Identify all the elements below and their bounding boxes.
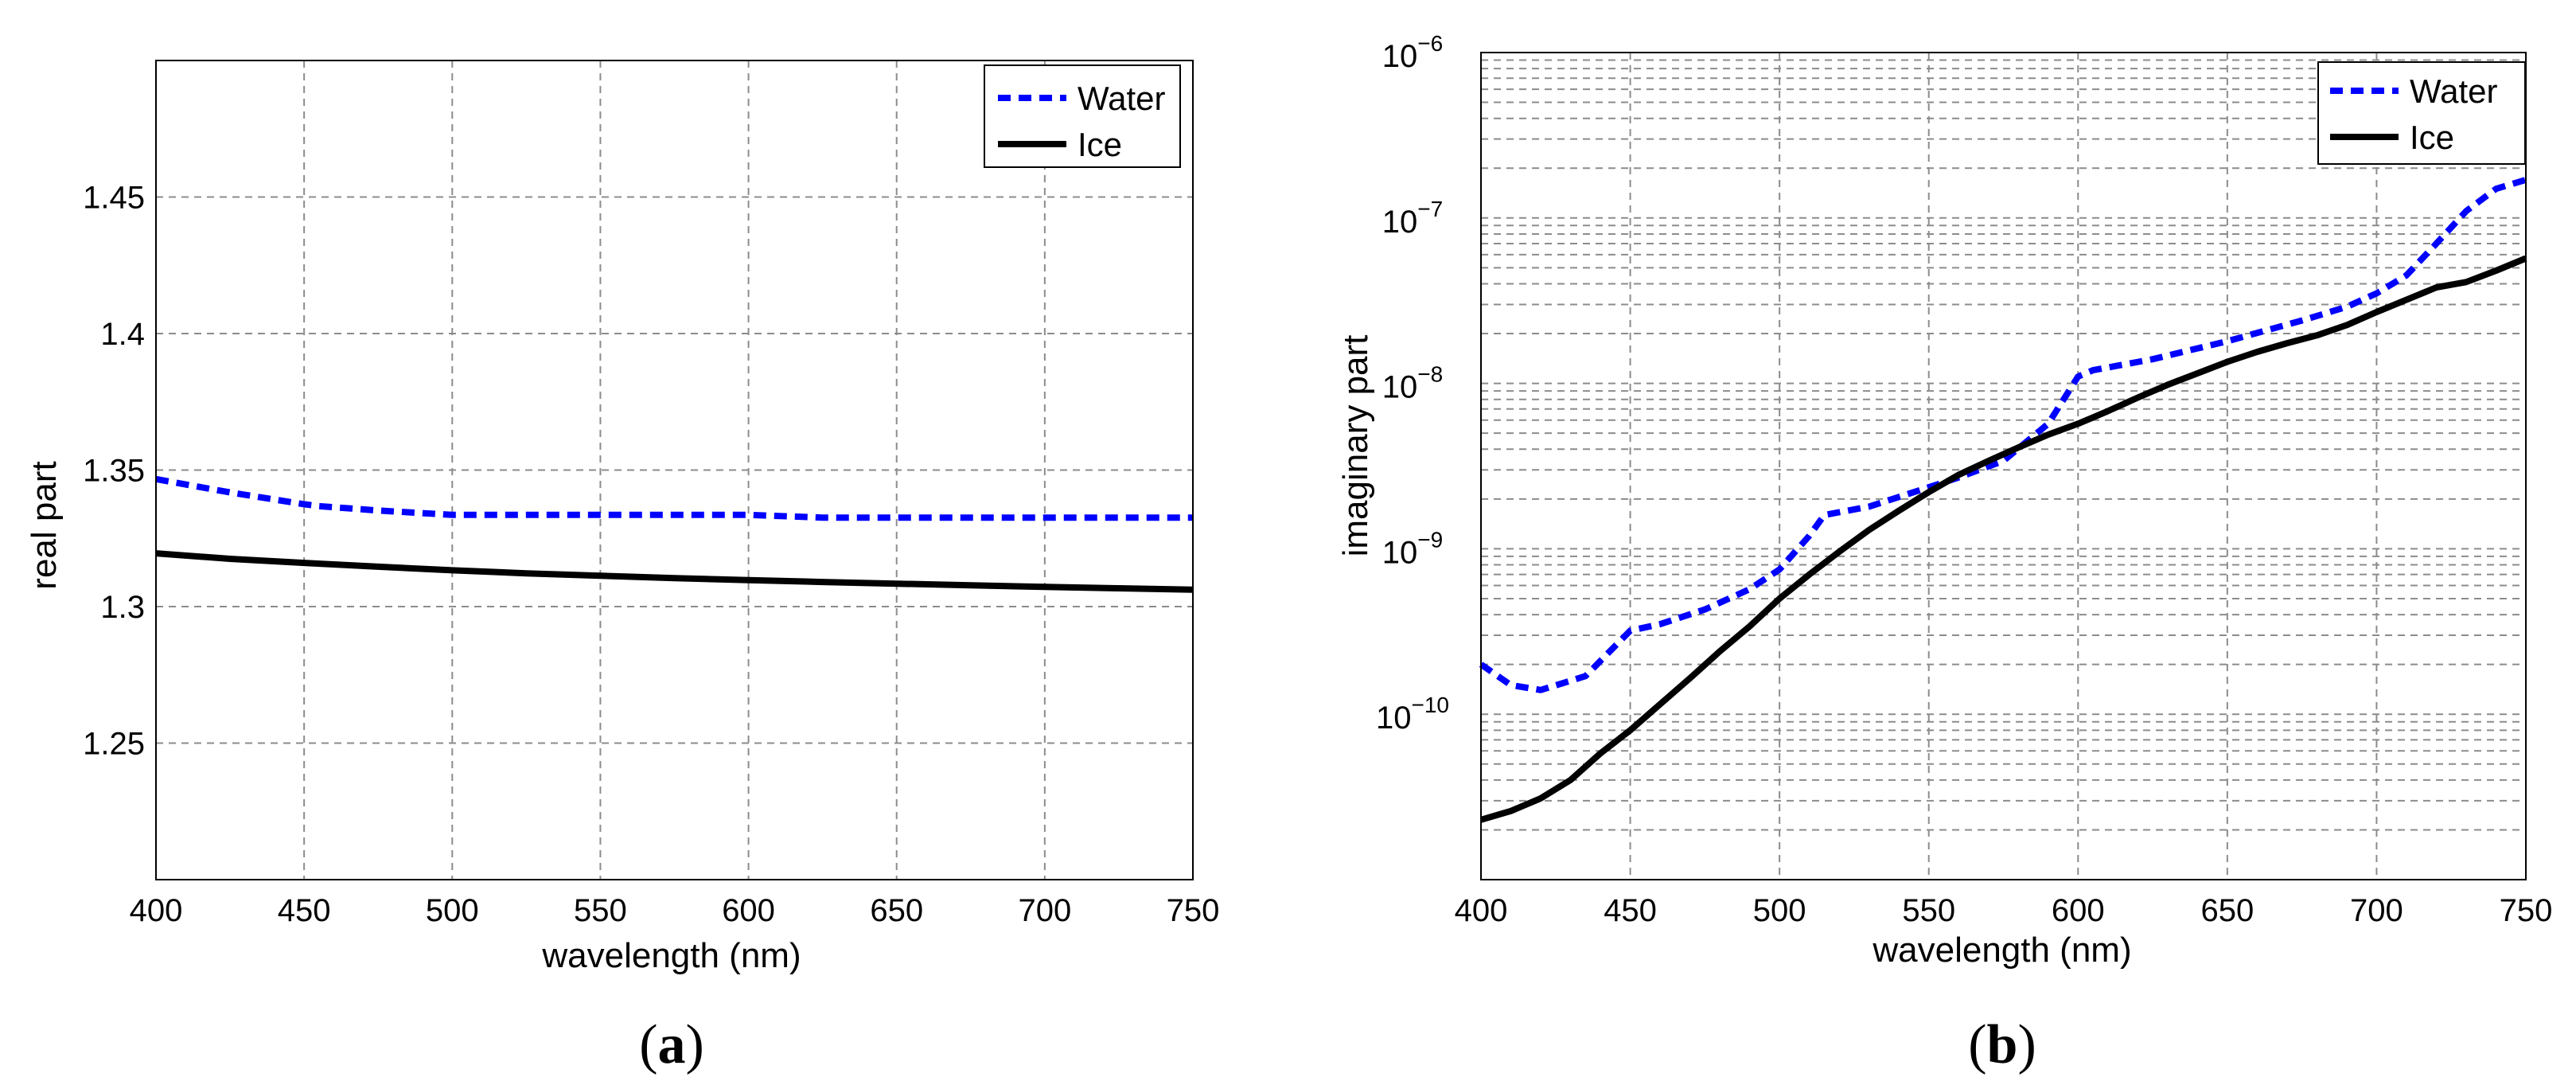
x-tick-label: 500 bbox=[426, 893, 479, 928]
series-ice-line bbox=[1479, 255, 2527, 823]
panel-b-legend-box bbox=[2317, 61, 2526, 165]
panel-a-x-axis-label: wavelength (nm) bbox=[541, 936, 801, 975]
y-tick-label: 10−6 bbox=[1382, 31, 1443, 74]
x-tick-label: 650 bbox=[870, 893, 923, 928]
panel-a-y-tick-labels: 1.25 1.3 1.35 1.4 1.45 bbox=[83, 181, 145, 762]
x-tick-label: 400 bbox=[130, 893, 183, 928]
panel-b-plot-frame bbox=[1480, 52, 2527, 880]
x-tick-label: 750 bbox=[1167, 893, 1220, 928]
panel-b-caption: (b) bbox=[1968, 1014, 2036, 1075]
panel-a-plot-frame bbox=[155, 60, 1194, 880]
x-tick-label: 550 bbox=[574, 893, 627, 928]
x-tick-label: 450 bbox=[278, 893, 331, 928]
panel-a-caption: (a) bbox=[639, 1014, 704, 1075]
panel-b-x-tick-labels: 400 450 500 550 600 650 700 750 bbox=[1455, 893, 2553, 928]
y-tick-label: 10−7 bbox=[1382, 197, 1443, 240]
panel-a-legend: Water Ice bbox=[984, 64, 1181, 168]
x-tick-label: 600 bbox=[2052, 893, 2105, 928]
y-tick-label: 10−10 bbox=[1376, 693, 1449, 736]
y-tick-label: 1.45 bbox=[83, 181, 145, 216]
panel-a-series-lines bbox=[155, 475, 1194, 593]
legend-water-label: Water bbox=[2410, 72, 2497, 110]
panel-a-legend-box bbox=[984, 64, 1181, 168]
x-tick-label: 700 bbox=[1018, 893, 1071, 928]
y-tick-label: 10−9 bbox=[1382, 527, 1443, 570]
panel-b-grid bbox=[1481, 53, 2526, 880]
x-tick-label: 450 bbox=[1604, 893, 1657, 928]
panel-b-series-lines bbox=[1479, 177, 2527, 823]
panel-b-imaginary-part-chart: 400 450 500 550 600 650 700 750 10−1010−910−810… bbox=[1336, 31, 2552, 1075]
y-tick-label: 1.3 bbox=[100, 590, 145, 625]
panel-a-y-axis-label: real part bbox=[25, 461, 64, 589]
x-tick-label: 700 bbox=[2350, 893, 2403, 928]
x-tick-label: 400 bbox=[1455, 893, 1508, 928]
panel-b-x-axis-label: wavelength (nm) bbox=[1872, 931, 2131, 970]
y-tick-label: 1.25 bbox=[83, 727, 145, 762]
y-tick-label: 1.4 bbox=[100, 317, 145, 352]
legend-ice-label: Ice bbox=[1078, 126, 1122, 163]
panel-a-x-tick-labels: 400 450 500 550 600 650 700 750 bbox=[130, 893, 1220, 928]
panel-b-y-axis-label: imaginary part bbox=[1336, 335, 1375, 557]
x-tick-label: 500 bbox=[1753, 893, 1806, 928]
y-tick-label: 1.35 bbox=[83, 454, 145, 489]
series-ice-line bbox=[155, 550, 1194, 593]
x-tick-label: 550 bbox=[1902, 893, 1955, 928]
legend-water-label: Water bbox=[1078, 80, 1165, 117]
x-tick-label: 750 bbox=[2500, 893, 2553, 928]
x-tick-label: 600 bbox=[722, 893, 775, 928]
series-water-line bbox=[155, 475, 1193, 521]
panel-a-grid bbox=[156, 60, 1193, 880]
x-tick-label: 650 bbox=[2200, 893, 2254, 928]
legend-ice-label: Ice bbox=[2410, 119, 2454, 156]
y-tick-label: 10−8 bbox=[1382, 362, 1443, 405]
panel-b-legend: Water Ice bbox=[2317, 61, 2526, 165]
panel-b-y-tick-labels: 10−10 10−9 10−8 10−7 10−6 bbox=[1376, 31, 1449, 736]
panel-a-real-part-chart: 400 450 500 550 600 650 700 750 1.251.31.351.41… bbox=[25, 60, 1219, 1075]
series-water-line bbox=[1479, 177, 2527, 693]
